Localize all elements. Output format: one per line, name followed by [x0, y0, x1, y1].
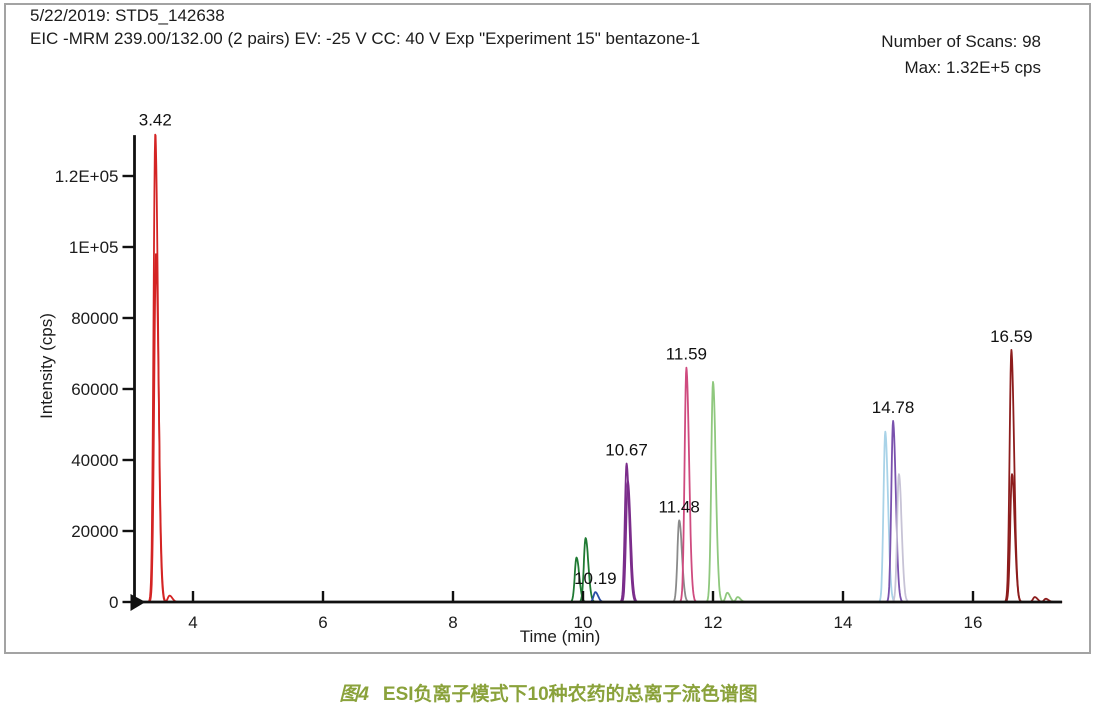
- chromatogram-trace-rt14.86: [869, 473, 942, 603]
- figure-number: 图4: [339, 684, 369, 705]
- origin-marker-triangle: [130, 594, 146, 611]
- chromatogram-trace-14.78: [863, 420, 937, 603]
- peak-label-11.59: 11.59: [666, 345, 707, 364]
- chart-panel-border: [4, 3, 1091, 654]
- axis-lines: [133, 135, 1063, 604]
- max-intensity: Max: 1.32E+5 cps: [904, 58, 1041, 77]
- number-of-scans: Number of Scans: 98: [881, 32, 1041, 51]
- chromatogram-trace-rt16.6: [982, 473, 1055, 603]
- figure-caption: 图4 ESI负离子模式下10种农药的总离子流色谱图: [0, 679, 1097, 706]
- y-tick-label: 0: [109, 593, 118, 612]
- figure-caption-text: ESI负离子模式下10种农药的总离子流色谱图: [382, 684, 758, 705]
- y-tick-label: 80000: [71, 309, 118, 328]
- y-tick-label: 20000: [71, 522, 118, 541]
- x-tick-label: 16: [964, 613, 983, 632]
- sample-header: 5/22/2019: STD5_142638: [30, 6, 225, 25]
- chromatogram-trace-3.42: [134, 133, 199, 603]
- y-tick-label: 40000: [71, 451, 118, 470]
- x-tick-label: 4: [188, 613, 197, 632]
- chromatogram-trace-16.59: [981, 349, 1055, 603]
- peak-label-16.59: 16.59: [990, 327, 1033, 346]
- y-tick-label: 1E+05: [69, 238, 119, 257]
- acquisition-header: EIC -MRM 239.00/132.00 (2 pairs) EV: -25…: [30, 29, 701, 48]
- chromatogram-trace-rt12: [683, 381, 756, 603]
- x-tick-label: 12: [704, 613, 723, 632]
- peak-label-14.78: 14.78: [872, 398, 915, 417]
- peak-label-10.19: 10.19: [574, 569, 617, 588]
- y-tick-label: 1.2E+05: [55, 167, 119, 186]
- peak-label-3.42: 3.42: [139, 110, 172, 129]
- chromatogram-plot: 0 20000 40000 60000 80000 1E+05 1.2E+05 4 6 8 10 12…: [55, 110, 1063, 632]
- peak-label-10.67: 10.67: [605, 441, 648, 460]
- y-tick-label: 60000: [71, 380, 118, 399]
- x-axis-title: Time (min): [519, 627, 601, 646]
- x-tick-label: 10: [574, 613, 593, 632]
- chromatogram-trace-rt3.43: [134, 253, 199, 603]
- peak-label-11.48: 11.48: [659, 497, 700, 516]
- chromatogram-trace-10.19: [565, 591, 639, 603]
- x-tick-label: 14: [834, 613, 853, 632]
- x-tick-label: 6: [318, 613, 327, 632]
- scan-info-block: Number of Scans: 98 Max: 1.32E+5 cps: [881, 29, 1041, 81]
- x-tick-label: 8: [448, 613, 457, 632]
- y-axis-title: Intensity (cps): [37, 313, 56, 419]
